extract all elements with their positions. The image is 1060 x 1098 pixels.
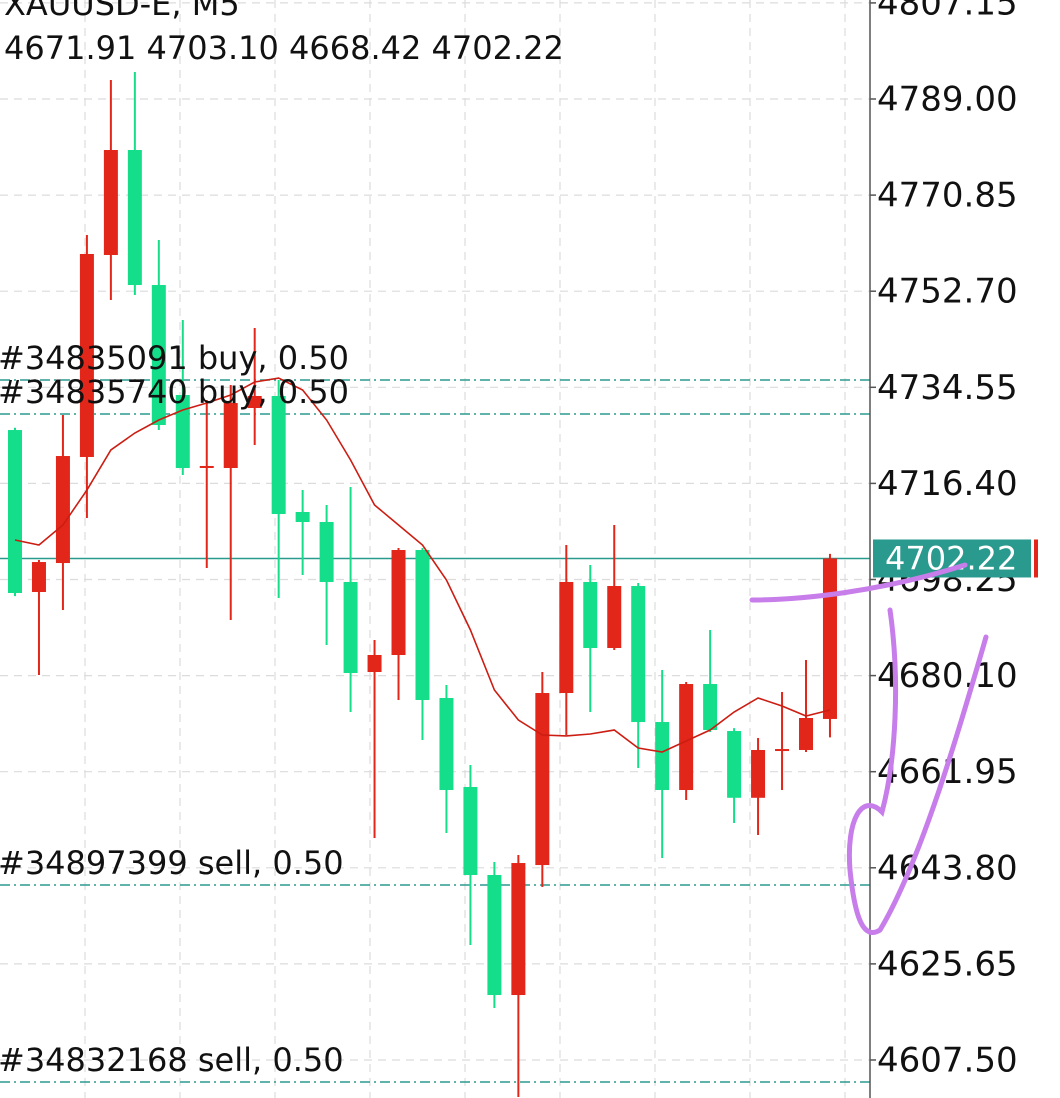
moving-average [14,377,831,753]
candle-body [127,149,142,286]
candle-body [151,285,166,425]
candle-body [607,586,622,649]
y-tick-label: 4716.40 [877,464,1018,504]
candle-body [583,581,598,649]
y-tick-label: 4752.70 [877,272,1018,312]
candle-body [319,521,334,582]
candle-body [727,731,742,798]
candle-body [271,395,286,515]
y-tick-label: 4734.55 [877,368,1018,408]
candle-body [463,786,478,875]
candle-body [343,581,358,674]
candle-body [295,511,310,522]
y-tick-label: 4680.10 [877,656,1018,696]
candle-body [559,581,574,694]
last-price-tag-edge [1034,539,1038,578]
order-label: #34835740 buy, 0.50 [0,373,349,411]
candle-body [655,722,670,791]
candle-body [55,456,70,564]
candle-body [199,465,214,468]
candle-body [223,403,238,468]
hand-drawn-stroke [749,562,968,603]
order-label: #34897399 sell, 0.50 [0,844,344,882]
candle-body [391,550,406,655]
candle-body [247,395,262,409]
candle-body [8,430,22,593]
candle-body [775,749,790,752]
y-tick-label: 4807.15 [877,0,1018,23]
candle-body [822,558,837,719]
candle-body [367,654,382,672]
grid [0,0,870,1098]
candle-body [79,253,94,457]
candle-body [631,586,646,723]
candle-body [439,697,454,791]
candle-body [487,874,502,996]
order-label: #34832168 sell, 0.50 [0,1041,344,1079]
chart-title: XAUUSD-E, M5 [4,0,240,23]
candle-body [511,863,526,996]
y-tick-label: 4625.65 [877,944,1018,984]
candle-body [679,684,694,791]
candle-body [799,718,814,750]
candle-body [751,749,766,798]
candle-body [103,149,118,255]
y-tick-label: 4770.85 [877,176,1018,216]
candle-body [415,550,430,701]
candle-body [703,684,718,731]
hand-drawn-stroke [846,607,989,935]
y-tick-label: 4607.50 [877,1040,1018,1080]
candle-body [535,693,550,866]
chart-subtitle: 4671.91 4703.10 4668.42 4702.22 [4,29,564,67]
order-label: #34835091 buy, 0.50 [0,339,349,377]
y-tick-label: 4789.00 [877,80,1018,120]
overlay: 4807.15 4789.00 4770.85 4752.70 4734.55 4716.… [0,0,1038,1080]
candle-body [31,562,46,592]
y-tick-label: 4643.80 [877,848,1018,888]
candle-body [175,395,190,468]
plot-area [0,72,870,1098]
